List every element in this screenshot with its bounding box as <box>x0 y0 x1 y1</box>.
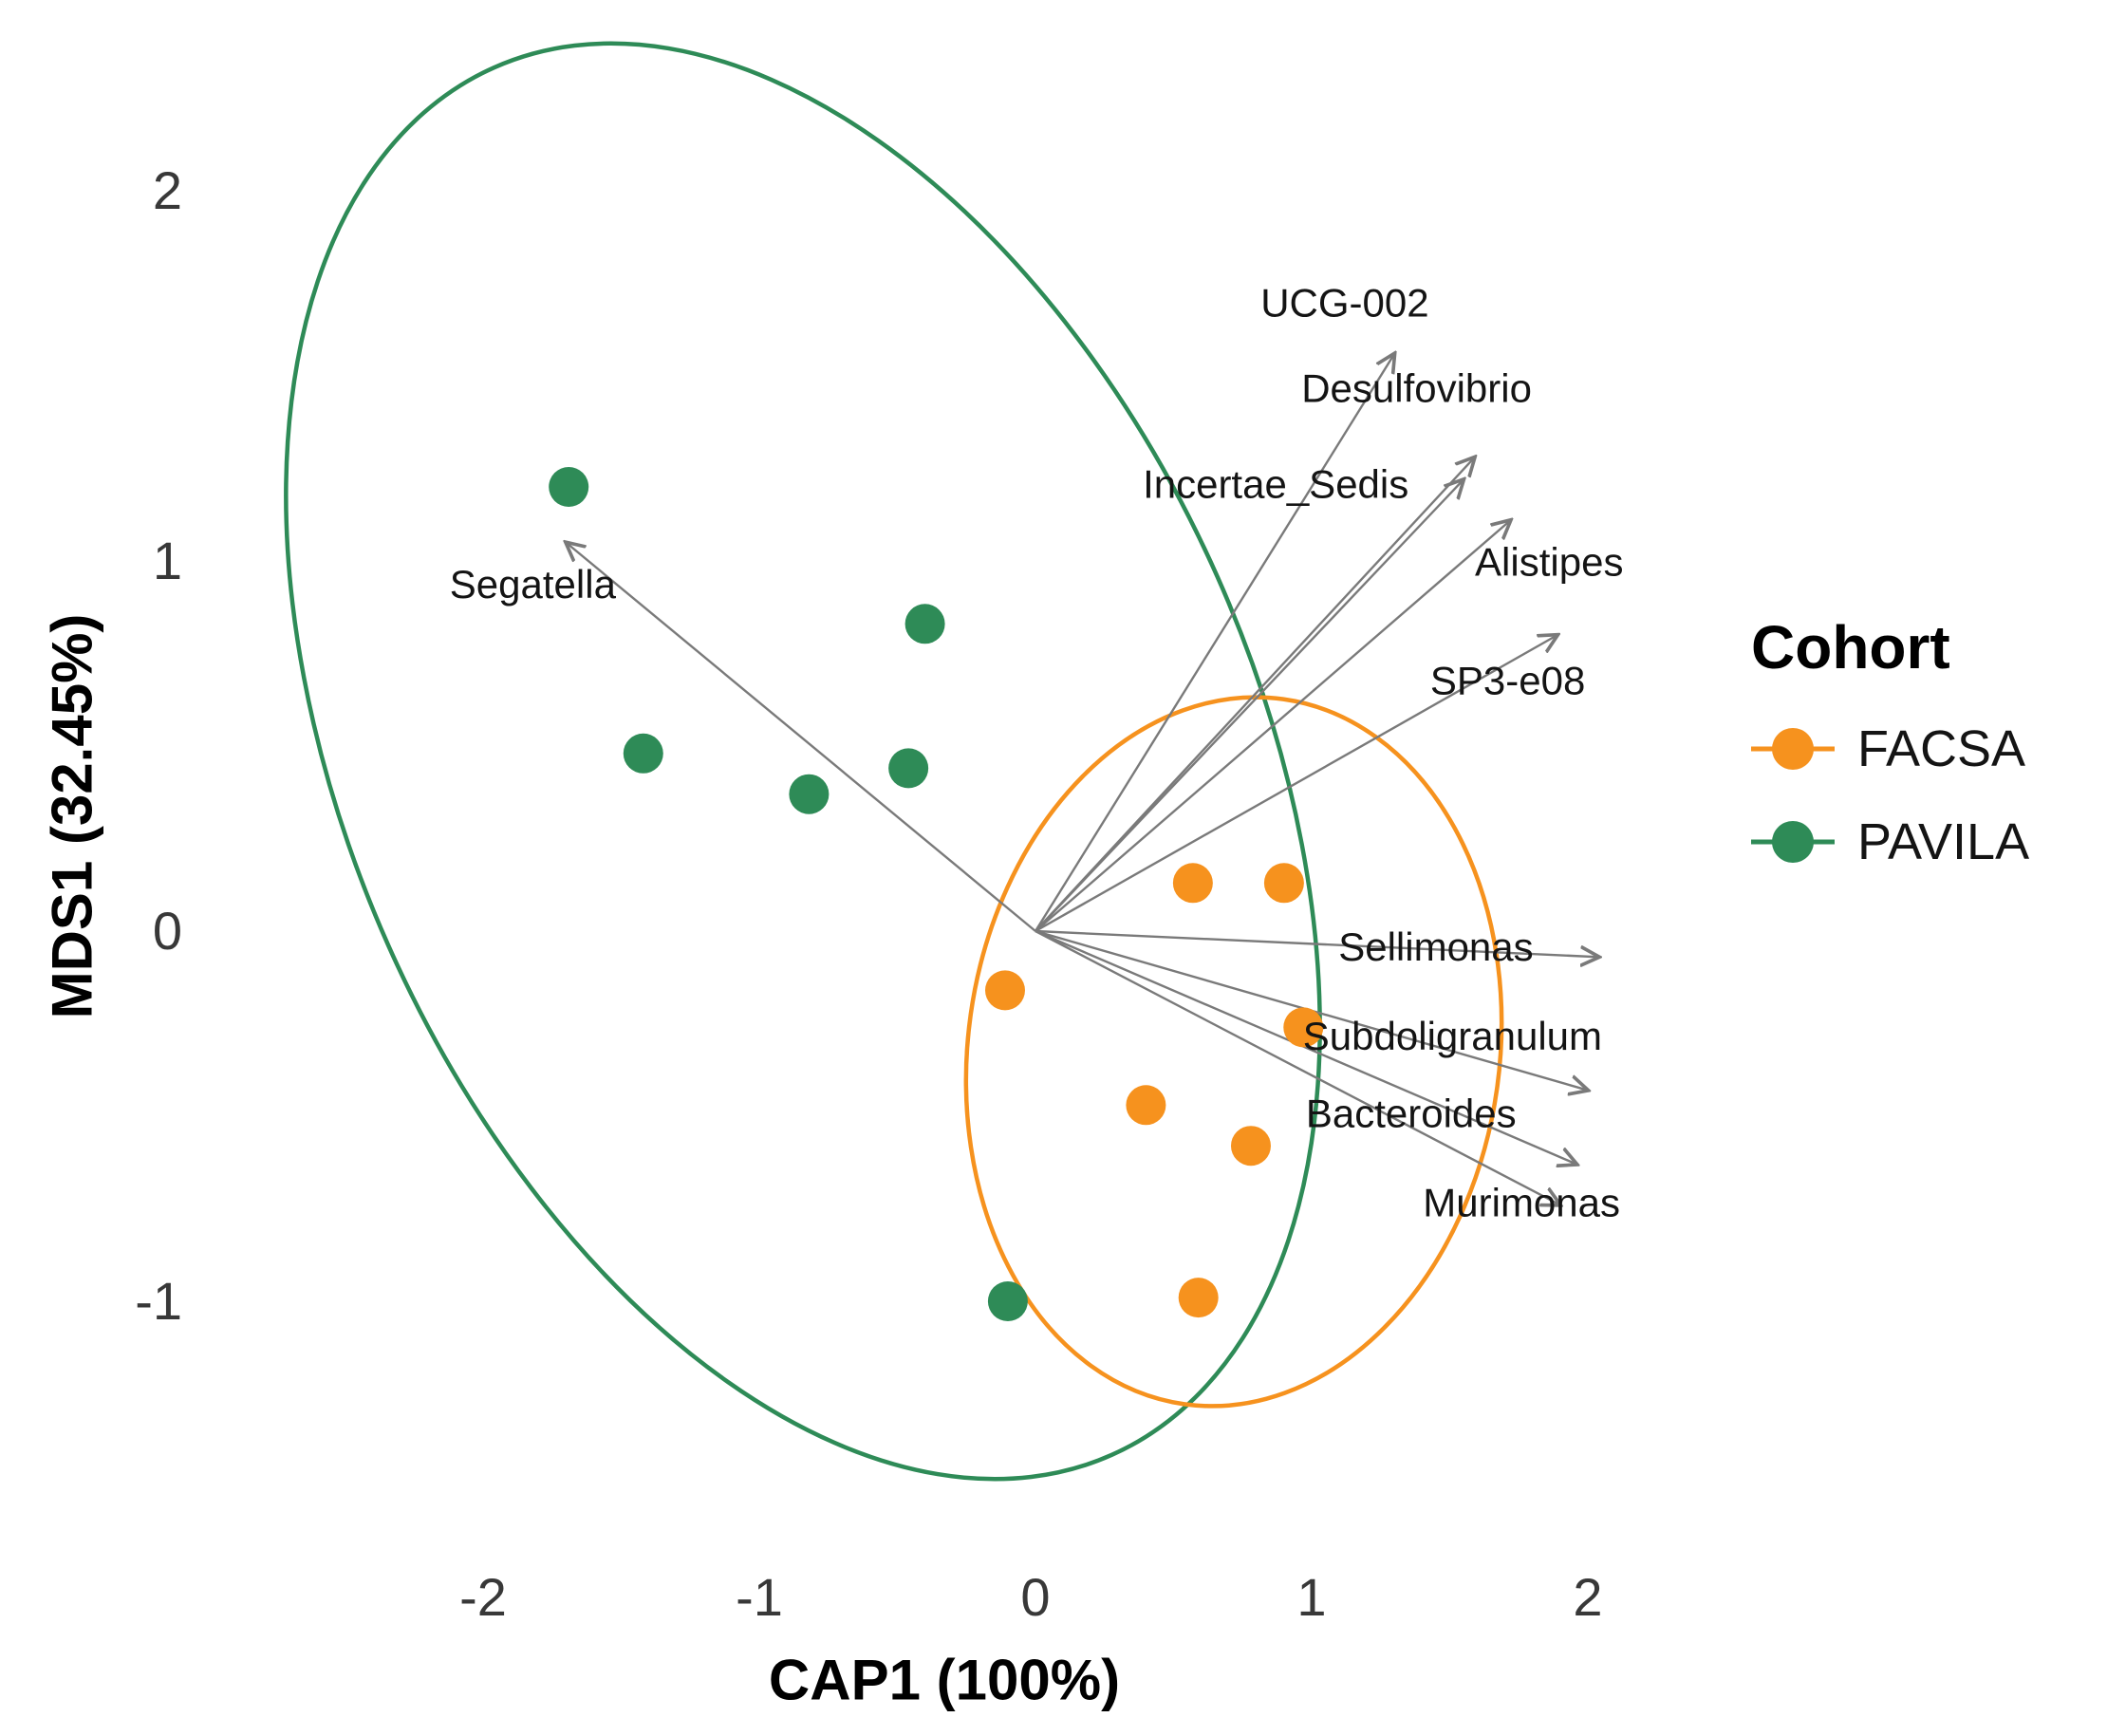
taxa-vector-label-incertae_sedis: Incertae_Sedis <box>1143 462 1408 507</box>
sample-point-facsa-5 <box>1230 1126 1271 1167</box>
taxa-vector-sellimonas <box>1035 929 1599 957</box>
x-tick-label--2: -2 <box>459 1567 507 1627</box>
cohort-ellipses-layer <box>284 41 1504 1482</box>
taxa-vector-alistipes <box>1035 520 1511 932</box>
y-tick-label-0: 0 <box>153 901 182 961</box>
legend-title: Cohort <box>1751 613 1950 681</box>
pavila-legend-key <box>1751 804 1835 880</box>
taxa-vector-label-sp3-e08: SP3-e08 <box>1430 658 1585 702</box>
sample-point-pavila-3 <box>623 733 663 774</box>
taxa-vector-label-desulfovibrio: Desulfovibrio <box>1301 365 1532 410</box>
taxa-vector-label-segatella: Segatella <box>450 562 617 607</box>
facsa-point-icon <box>1772 728 1814 770</box>
sample-point-pavila-4 <box>789 774 830 814</box>
facsa-legend-label: FACSA <box>1857 720 2026 777</box>
x-axis-label: CAP1 (100%) <box>768 1648 1121 1712</box>
y-tick-label--1: -1 <box>135 1271 182 1331</box>
axis-ticks-layer: -2 -1 0 1 2 -1 0 1 2 <box>135 160 1602 1627</box>
legend-entry-facsa: FACSA <box>1751 711 2029 787</box>
pavila-legend-label: PAVILA <box>1857 813 2030 870</box>
sample-point-facsa-1 <box>1172 863 1213 904</box>
sample-point-facsa-6 <box>1283 1007 1324 1048</box>
legend-entry-pavila: PAVILA <box>1751 804 2029 880</box>
sample-point-pavila-1 <box>549 467 589 507</box>
sample-points-layer <box>549 467 1324 1321</box>
sample-point-facsa-2 <box>1263 863 1304 904</box>
y-tick-label-1: 1 <box>153 531 182 590</box>
taxa-vector-label-murimonas: Murimonas <box>1423 1180 1620 1224</box>
taxa-vector-desulfovibrio <box>1035 457 1475 932</box>
sample-point-facsa-4 <box>1126 1085 1166 1126</box>
taxa-vector-incertae_sedis <box>1035 479 1464 932</box>
sample-point-pavila-6 <box>987 1281 1028 1321</box>
taxa-vector-label-bacteroides: Bacteroides <box>1306 1092 1517 1136</box>
taxa-vector-label-sellimonas: Sellimonas <box>1338 924 1533 969</box>
taxa-vector-murimonas <box>1035 929 1560 1205</box>
cohort-ellipse-pavila <box>284 41 1322 1482</box>
legend: Cohort FACSA PAVILA <box>1751 612 2029 897</box>
sample-point-pavila-5 <box>888 748 929 789</box>
y-axis-label: MDS1 (32.45%) <box>40 613 104 1019</box>
x-tick-label-1: 1 <box>1296 1567 1326 1627</box>
sample-point-facsa-7 <box>1178 1278 1219 1318</box>
taxa-vector-label-ucg-002: UCG-002 <box>1260 281 1428 326</box>
sample-point-pavila-2 <box>904 604 945 644</box>
y-tick-label-2: 2 <box>153 160 182 220</box>
taxa-labels-layer: Segatella UCG-002 Desulfovibrio Incertae_Se… <box>450 281 1624 1225</box>
x-tick-label-2: 2 <box>1573 1567 1602 1627</box>
taxa-vector-label-subdoligranulum: Subdoligranulum <box>1303 1014 1602 1058</box>
pavila-point-icon <box>1772 821 1814 863</box>
sample-point-facsa-3 <box>984 970 1025 1011</box>
cohort-ellipse-facsa <box>963 695 1504 1409</box>
taxa-vector-sp3-e08 <box>1035 635 1557 933</box>
x-tick-label-0: 0 <box>1020 1567 1050 1627</box>
taxa-vector-bacteroides <box>1035 929 1576 1165</box>
taxa-vector-segatella <box>566 543 1036 932</box>
x-tick-label--1: -1 <box>736 1567 783 1627</box>
facsa-legend-key <box>1751 711 1835 787</box>
taxa-vector-ucg-002 <box>1034 354 1394 932</box>
taxa-vector-label-alistipes: Alistipes <box>1475 540 1623 585</box>
